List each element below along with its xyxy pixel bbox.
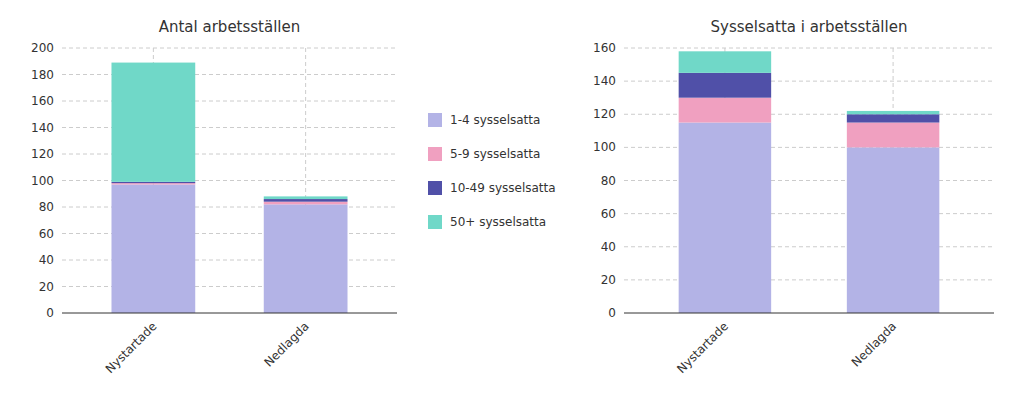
bar-segment (679, 123, 772, 313)
x-tick-label: Nedlagda (849, 319, 899, 369)
legend-swatch (428, 215, 442, 229)
bar-segment (111, 184, 195, 313)
y-tick-label: 40 (39, 253, 54, 267)
grid-line (624, 48, 994, 49)
legend-swatch (428, 147, 442, 161)
bar-segment (679, 98, 772, 123)
y-tick-label: 20 (601, 273, 616, 287)
bar-segment (111, 182, 195, 183)
x-axis-line (624, 313, 994, 314)
legend-label: 1-4 sysselsatta (450, 113, 540, 127)
legend: 1-4 sysselsatta 5-9 sysselsatta 10-49 syss… (428, 113, 556, 229)
x-tick-label: Nystartade (103, 319, 160, 376)
bar-segment (264, 196, 348, 199)
y-tick-label: 160 (31, 94, 54, 108)
bar-segment (847, 111, 940, 114)
y-tick-label: 160 (593, 41, 616, 55)
bar-segment (679, 73, 772, 98)
legend-swatch (428, 181, 442, 195)
chart-panel: Sysselsatta i arbetsställen 0 20 40 60 80 100 1… (593, 18, 994, 376)
y-tick-label: 100 (593, 140, 616, 154)
y-tick-label: 80 (601, 174, 616, 188)
bars (111, 63, 347, 313)
y-tick-label: 0 (46, 306, 54, 320)
legend-swatch (428, 113, 442, 127)
y-tick-label: 140 (31, 121, 54, 135)
y-tick-label: 180 (31, 68, 54, 82)
bar-segment (847, 147, 940, 313)
bar-segment (111, 183, 195, 184)
x-tick-label: Nedlagda (261, 319, 311, 369)
y-tick-label: 60 (601, 207, 616, 221)
bar-segment (847, 114, 940, 122)
legend-label: 50+ sysselsatta (450, 215, 546, 229)
bar-segment (847, 123, 940, 148)
y-tick-label: 40 (601, 240, 616, 254)
figure: Antal arbetsställen 0 20 40 60 80 100 120 140 160… (0, 0, 1024, 409)
x-axis-line (62, 313, 397, 314)
y-tick-label: 20 (39, 280, 54, 294)
chart-title: Sysselsatta i arbetsställen (711, 18, 908, 36)
bar-segment (264, 199, 348, 202)
legend-label: 5-9 sysselsatta (450, 147, 540, 161)
bars (679, 51, 940, 313)
y-tick-label: 60 (39, 227, 54, 241)
bar-segment (264, 204, 348, 313)
legend-label: 10-49 sysselsatta (450, 181, 556, 195)
bar-segment (111, 63, 195, 182)
y-tick-label: 120 (31, 147, 54, 161)
y-tick-label: 200 (31, 41, 54, 55)
y-tick-label: 120 (593, 107, 616, 121)
bar-segment (679, 51, 772, 73)
y-tick-label: 0 (608, 306, 616, 320)
grid-line (62, 48, 397, 49)
x-tick-label: Nystartade (674, 319, 731, 376)
chart-panel: Antal arbetsställen 0 20 40 60 80 100 120 140 160… (31, 18, 397, 376)
chart-title: Antal arbetsställen (159, 18, 301, 36)
bar-segment (264, 202, 348, 205)
y-tick-label: 140 (593, 74, 616, 88)
y-tick-label: 80 (39, 200, 54, 214)
y-tick-label: 100 (31, 174, 54, 188)
